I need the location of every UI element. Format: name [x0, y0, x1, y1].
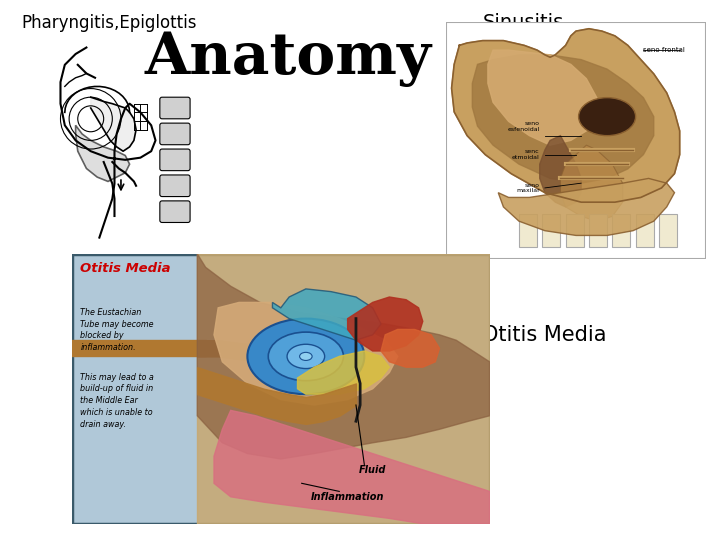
Text: Sinusitis: Sinusitis	[482, 14, 564, 32]
Text: Otitis Media: Otitis Media	[482, 325, 607, 345]
Text: Pharyngitis,Epiglottis: Pharyngitis,Epiglottis	[22, 14, 197, 31]
Text: Anatomy: Anatomy	[145, 31, 431, 87]
